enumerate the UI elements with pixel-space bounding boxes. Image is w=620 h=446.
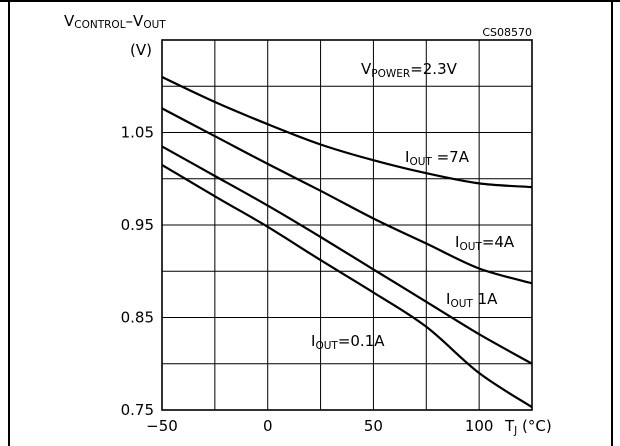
series-line-3: [161, 163, 533, 409]
y-axis-label: VCONTROL–VOUT: [64, 12, 166, 31]
x-axis-label: TJ (°C): [504, 417, 552, 437]
tick-labels: −50 0 50 100 0.75 0.85 0.95 1.05: [121, 124, 494, 436]
x-tick-label: 50: [364, 417, 383, 435]
series-line-1: [161, 107, 533, 285]
y-axis-unit: (V): [130, 41, 152, 59]
grid: [161, 39, 533, 411]
series-line-2: [161, 145, 533, 365]
figure-code: CS08570: [482, 26, 532, 39]
annotation-iout-7a: IOUT =7A: [405, 148, 470, 168]
y-tick-label: 0.95: [121, 216, 154, 234]
y-tick-label: 0.75: [121, 401, 154, 419]
x-tick-label: 100: [465, 417, 494, 435]
plot-area: [161, 39, 533, 411]
series-layer: [161, 76, 533, 409]
annotation-iout-4a: IOUT=4A: [455, 233, 515, 253]
y-tick-label: 0.85: [121, 309, 154, 327]
condition-label: VPOWER=2.3V: [361, 60, 458, 80]
annotation-iout-0-1a: IOUT=0.1A: [311, 332, 385, 352]
series-line-0: [161, 76, 533, 189]
x-tick-label: −50: [146, 417, 178, 435]
annotation-iout-1a: IOUT 1A: [446, 290, 498, 310]
y-tick-label: 1.05: [121, 124, 154, 142]
x-tick-label: 0: [263, 417, 273, 435]
